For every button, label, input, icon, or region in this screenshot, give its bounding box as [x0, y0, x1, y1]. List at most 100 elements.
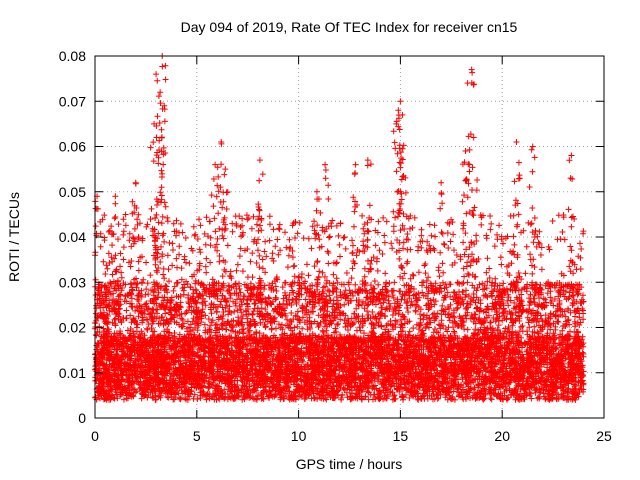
- data-point: [274, 236, 281, 243]
- data-point: [538, 266, 545, 273]
- data-point: [561, 236, 568, 243]
- data-point: [324, 287, 331, 294]
- data-point: [359, 212, 366, 219]
- data-point: [262, 238, 269, 245]
- data-point: [239, 301, 246, 308]
- data-point: [375, 281, 382, 288]
- data-point: [192, 231, 199, 238]
- data-point: [272, 283, 279, 290]
- data-point: [169, 240, 176, 247]
- data-point: [572, 313, 579, 320]
- data-point: [500, 240, 507, 247]
- data-point: [201, 321, 208, 328]
- data-point: [112, 252, 119, 259]
- data-point: [160, 265, 167, 272]
- data-point: [232, 280, 239, 287]
- data-point: [234, 261, 241, 268]
- data-point: [202, 302, 209, 309]
- data-point: [279, 284, 286, 291]
- data-point: [380, 214, 387, 221]
- data-point: [523, 243, 530, 250]
- data-point: [123, 307, 130, 314]
- data-point: [236, 213, 243, 220]
- data-point: [383, 218, 390, 225]
- data-point: [565, 385, 572, 392]
- data-point: [270, 258, 277, 264]
- data-point: [112, 213, 119, 220]
- data-point: [160, 271, 167, 278]
- data-point: [454, 304, 461, 311]
- data-point: [361, 230, 368, 237]
- data-point: [464, 259, 471, 266]
- data-point: [101, 328, 108, 335]
- data-point: [345, 279, 352, 286]
- data-point: [519, 322, 526, 329]
- data-point: [381, 232, 388, 239]
- data-point: [385, 297, 392, 304]
- data-point: [536, 395, 543, 402]
- data-point: [276, 382, 283, 389]
- data-point: [122, 211, 129, 218]
- data-point: [580, 316, 587, 323]
- data-point: [303, 261, 310, 268]
- data-point: [138, 395, 145, 402]
- data-point: [93, 305, 100, 312]
- data-point: [147, 272, 154, 279]
- data-point: [207, 259, 214, 266]
- data-point: [303, 303, 310, 310]
- data-point: [329, 217, 336, 224]
- data-point: [505, 302, 512, 309]
- data-point: [404, 230, 411, 237]
- data-point: [341, 301, 348, 308]
- data-point: [179, 316, 186, 323]
- data-point: [216, 225, 223, 232]
- data-point: [491, 243, 498, 250]
- data-point: [415, 269, 422, 276]
- data-point: [173, 217, 180, 224]
- data-point: [431, 222, 438, 229]
- data-point: [104, 265, 111, 272]
- data-point: [230, 323, 237, 330]
- data-point: [298, 271, 305, 278]
- data-point: [206, 293, 213, 300]
- data-point: [238, 233, 245, 240]
- data-point: [532, 389, 539, 396]
- data-point: [484, 255, 491, 262]
- data-point: [526, 324, 533, 331]
- data-point: [424, 238, 431, 245]
- data-point: [409, 271, 416, 278]
- data-point: [401, 225, 408, 232]
- data-point: [375, 319, 382, 326]
- data-point: [417, 238, 424, 245]
- data-point: [275, 225, 282, 232]
- data-point: [244, 297, 251, 304]
- data-point: [333, 222, 340, 229]
- data-point: [171, 283, 178, 290]
- data-point: [122, 315, 129, 322]
- data-point: [489, 300, 496, 307]
- data-point: [535, 330, 542, 337]
- data-point: [294, 323, 301, 330]
- data-point: [340, 234, 347, 241]
- data-point: [192, 277, 199, 284]
- data-point: [333, 301, 340, 308]
- data-point: [170, 247, 177, 254]
- data-point: [383, 322, 390, 329]
- data-point: [143, 223, 150, 230]
- data-point: [453, 305, 460, 312]
- data-point: [447, 238, 454, 245]
- data-point: [403, 300, 410, 307]
- data-point: [176, 331, 183, 338]
- data-point: [579, 292, 586, 299]
- data-point: [305, 272, 312, 279]
- data-point: [127, 312, 134, 319]
- data-point: [370, 254, 377, 261]
- data-point: [105, 250, 112, 257]
- data-point: [282, 229, 289, 236]
- data-point: [546, 246, 553, 253]
- data-point: [446, 305, 453, 312]
- data-point: [510, 233, 517, 240]
- data-point: [568, 223, 575, 230]
